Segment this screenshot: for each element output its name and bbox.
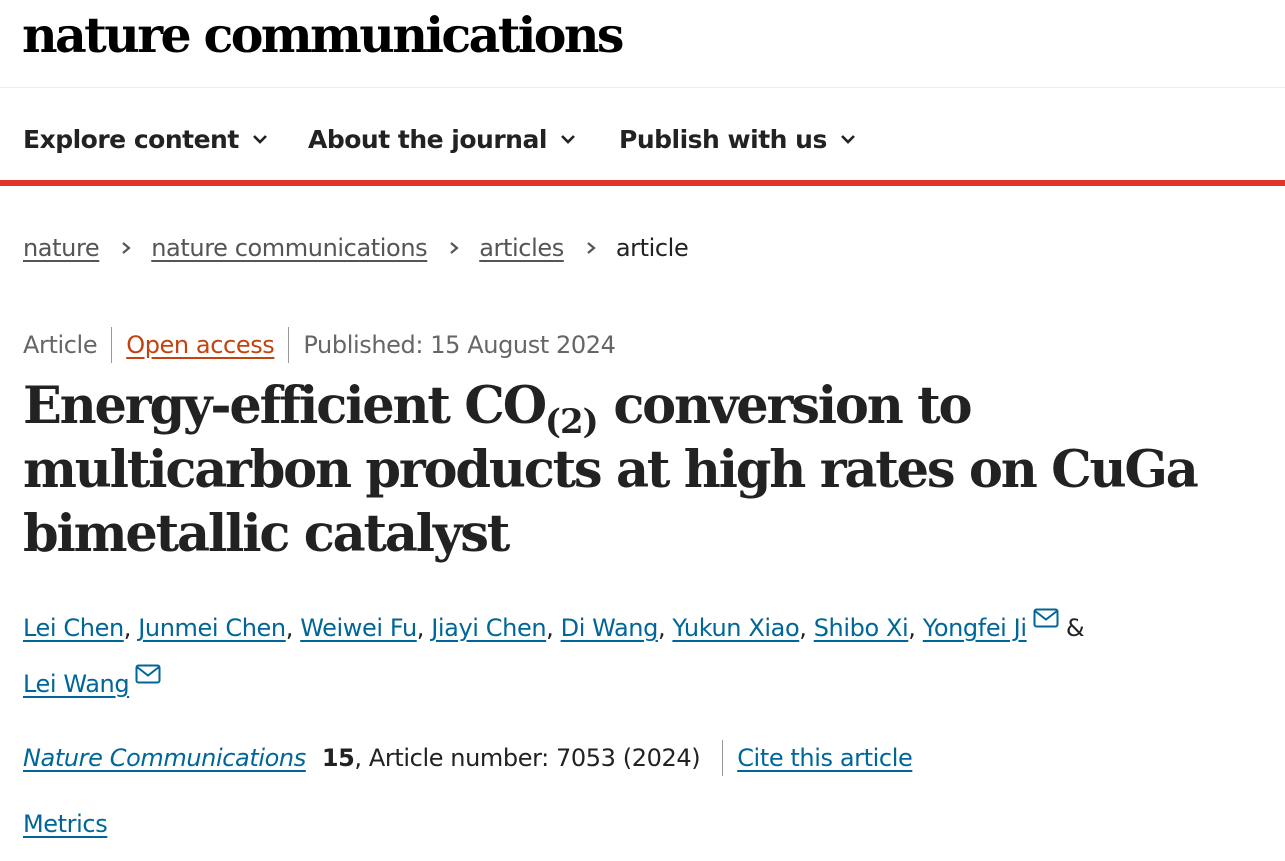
masthead: nature communications — [0, 0, 1285, 88]
main-nav: Explore content About the journal Publis… — [0, 88, 1285, 186]
author-link[interactable]: Yukun Xiao — [672, 614, 800, 642]
published-date: Published: 15 August 2024 — [303, 331, 616, 359]
article-number: , Article number: 7053 (2024) — [354, 744, 701, 772]
author-link[interactable]: Shibo Xi — [813, 614, 909, 642]
cite-this-article-link[interactable]: Cite this article — [737, 744, 913, 772]
nav-publish-with-us[interactable]: Publish with us — [619, 122, 857, 156]
author-link[interactable]: Lei Chen — [23, 614, 124, 642]
breadcrumb: nature nature communications articles ar… — [23, 230, 689, 266]
author-link[interactable]: Weiwei Fu — [300, 614, 417, 642]
chevron-down-icon — [840, 135, 855, 144]
citation-row: Nature Communications 15 , Article numbe… — [23, 738, 913, 778]
author-separator: , — [908, 614, 923, 642]
breadcrumb-current: article — [615, 234, 689, 262]
journal-volume: 15 — [321, 744, 355, 772]
citation-divider — [722, 740, 724, 776]
chevron-down-icon — [252, 135, 267, 144]
chevron-right-icon — [450, 242, 459, 254]
author-separator: , — [799, 614, 814, 642]
nav-about-the-journal-label: About the journal — [308, 124, 547, 154]
meta-divider — [288, 327, 290, 363]
mail-icon[interactable] — [135, 664, 161, 684]
author-link[interactable]: Jiayi Chen — [431, 614, 547, 642]
author-separator: , — [657, 614, 673, 642]
breadcrumb-nature[interactable]: nature — [23, 234, 100, 262]
nav-publish-with-us-label: Publish with us — [619, 124, 827, 154]
chevron-right-icon — [587, 242, 596, 254]
article-type: Article — [23, 331, 98, 359]
nav-about-the-journal[interactable]: About the journal — [308, 122, 577, 156]
site-logo[interactable]: nature communications — [22, 6, 624, 64]
article-title: Energy-efficient CO(2) conversion to mul… — [23, 374, 1263, 566]
author-link[interactable]: Junmei Chen — [138, 614, 286, 642]
author-link[interactable]: Lei Wang — [23, 670, 130, 698]
author-separator: , — [123, 614, 139, 642]
author-link[interactable]: Di Wang — [560, 614, 659, 642]
breadcrumb-nature-communications[interactable]: nature communications — [151, 234, 428, 262]
nav-explore-content[interactable]: Explore content — [23, 122, 269, 156]
chevron-right-icon — [122, 242, 131, 254]
author-separator: , — [546, 614, 561, 642]
author-separator: , — [285, 614, 301, 642]
author-conjunction: & — [1065, 614, 1085, 642]
title-part-1: Energy-efficient CO — [23, 376, 547, 436]
author-list: Lei Chen, Junmei Chen, Weiwei Fu, Jiayi … — [23, 600, 1263, 712]
breadcrumb-articles[interactable]: articles — [479, 234, 564, 262]
author-separator: , — [416, 614, 432, 642]
nav-explore-content-label: Explore content — [23, 124, 239, 154]
title-part-2: conversion to multicarbon products at hi… — [23, 376, 1199, 564]
metrics-link[interactable]: Metrics — [23, 810, 108, 838]
chevron-down-icon — [560, 135, 575, 144]
mail-icon[interactable] — [1033, 608, 1059, 628]
meta-divider — [111, 327, 113, 363]
open-access-link[interactable]: Open access — [126, 331, 275, 359]
article-meta: Article Open access Published: 15 August… — [23, 326, 616, 364]
journal-link[interactable]: Nature Communications — [23, 744, 306, 772]
title-subscript: (2) — [544, 402, 599, 442]
author-link[interactable]: Yongfei Ji — [922, 614, 1027, 642]
